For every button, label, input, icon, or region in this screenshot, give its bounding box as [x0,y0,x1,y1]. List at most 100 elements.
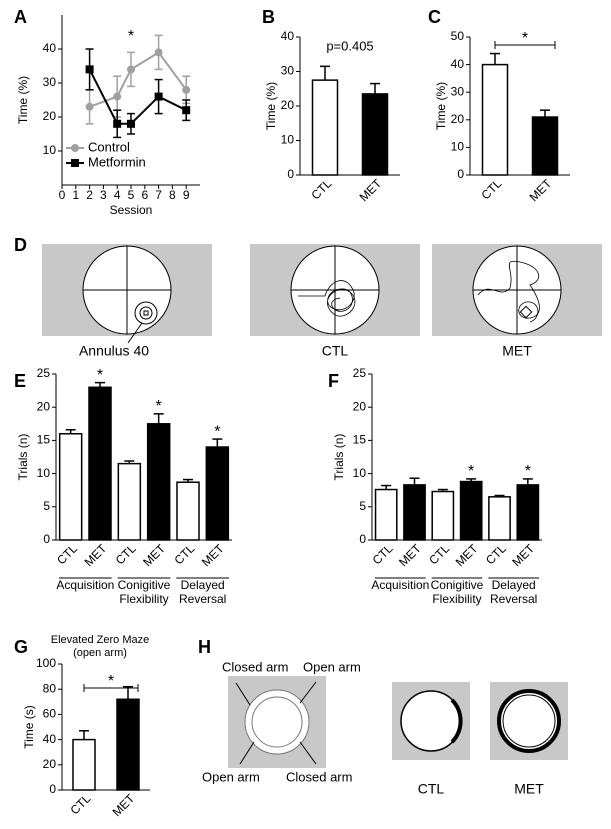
arm-label: Open arm [202,769,260,784]
marker [85,65,94,74]
panel-label: G [14,637,28,657]
y-tick-label: 25 [37,366,51,380]
arm-label: Closed arm [286,769,352,784]
track-plot [42,244,212,344]
marker [113,92,122,101]
platform [519,305,533,319]
maze-track [490,682,568,760]
x-tick-label: MET [453,541,481,569]
y-tick-label: 15 [37,433,51,447]
panel-label: E [14,371,26,391]
x-tick-label: CTL [426,541,452,567]
marker [182,106,191,115]
x-tick-label: 5 [128,188,135,202]
group-label: Acquisition [56,578,114,592]
y-tick-label: 0 [287,167,294,181]
y-tick-label: 20 [353,399,367,413]
x-tick-label: 1 [72,188,79,202]
group-label: Delayed [181,578,225,592]
track-plot [250,244,420,336]
y-tick-label: 10 [281,133,295,147]
group-label: Conigitive [431,578,484,592]
y-tick-label: 10 [451,140,465,154]
legend-label: Control [88,139,130,154]
bar [116,698,140,791]
x-tick-label: MET [82,541,110,569]
y-tick-label: 80 [43,681,57,695]
x-tick-label: 3 [100,188,107,202]
x-tick-label: CTL [308,176,334,202]
significance: * [97,367,103,384]
y-tick-label: 30 [281,64,295,78]
plot-label: CTL [322,343,349,359]
y-axis-label: Trials (n) [16,434,30,481]
bar [146,423,171,541]
annulus [134,301,158,325]
marker [182,85,191,94]
bar [361,93,389,176]
y-tick-label: 30 [451,84,465,98]
marker [113,119,122,128]
marker [154,48,163,57]
y-axis-label: Time (%) [264,82,278,130]
x-tick-label: MET [527,176,555,204]
track-density [450,698,463,744]
swim-path [298,280,356,317]
group-label: Flexibility [432,592,481,606]
x-tick-label: 7 [155,188,162,202]
panel-label: F [328,371,339,391]
significance: * [525,463,531,480]
plot-label: MET [502,343,532,359]
bar [88,386,112,541]
group-label: Conigitive [118,578,171,592]
group-label: Acquisition [371,578,429,592]
plot-label: MET [514,781,544,797]
y-tick-label: 0 [457,167,464,181]
x-tick-label: 0 [59,188,66,202]
group-label: Reversal [179,592,226,606]
y-tick-label: 0 [359,532,366,546]
marker [85,102,94,111]
marker [154,92,163,101]
pointer [299,741,317,765]
panel-label: H [198,637,211,657]
y-tick-label: 20 [281,98,295,112]
y-tick-label: 10 [353,466,367,480]
marker [127,119,135,128]
y-axis-label: Time (s) [22,705,36,749]
group-label: Reversal [490,592,537,606]
significance: * [468,463,474,480]
bar [374,488,398,541]
y-axis-label: Time (%) [16,76,30,124]
chart-title: Elevated Zero Maze [51,634,149,646]
bar [516,484,540,541]
x-tick-label: CTL [478,176,504,202]
panel-label: A [14,7,27,27]
y-tick-label: 25 [353,366,367,380]
x-tick-label: CTL [171,541,197,567]
x-tick-label: CTL [483,541,509,567]
maze-ring [502,694,556,748]
legend-marker [71,159,79,167]
x-tick-label: MET [110,791,138,819]
annotation: * [128,28,134,45]
y-tick-label: 20 [451,112,465,126]
x-tick-label: CTL [67,791,93,817]
y-axis-label: Trials (n) [332,434,346,481]
bar [58,433,83,541]
y-tick-label: 20 [43,109,57,123]
x-tick-label: MET [357,176,385,204]
bar [176,481,200,541]
y-tick-label: 15 [353,433,367,447]
x-tick-label: 2 [86,188,93,202]
y-tick-label: 60 [43,707,57,721]
maze-ring [497,689,561,753]
pointer [239,741,255,765]
bar [481,63,509,176]
y-tick-label: 0 [49,782,56,796]
y-tick-label: 40 [281,29,295,43]
y-tick-label: 40 [43,41,57,55]
group-label: Flexibility [119,592,168,606]
x-axis-label: Session [110,203,153,217]
